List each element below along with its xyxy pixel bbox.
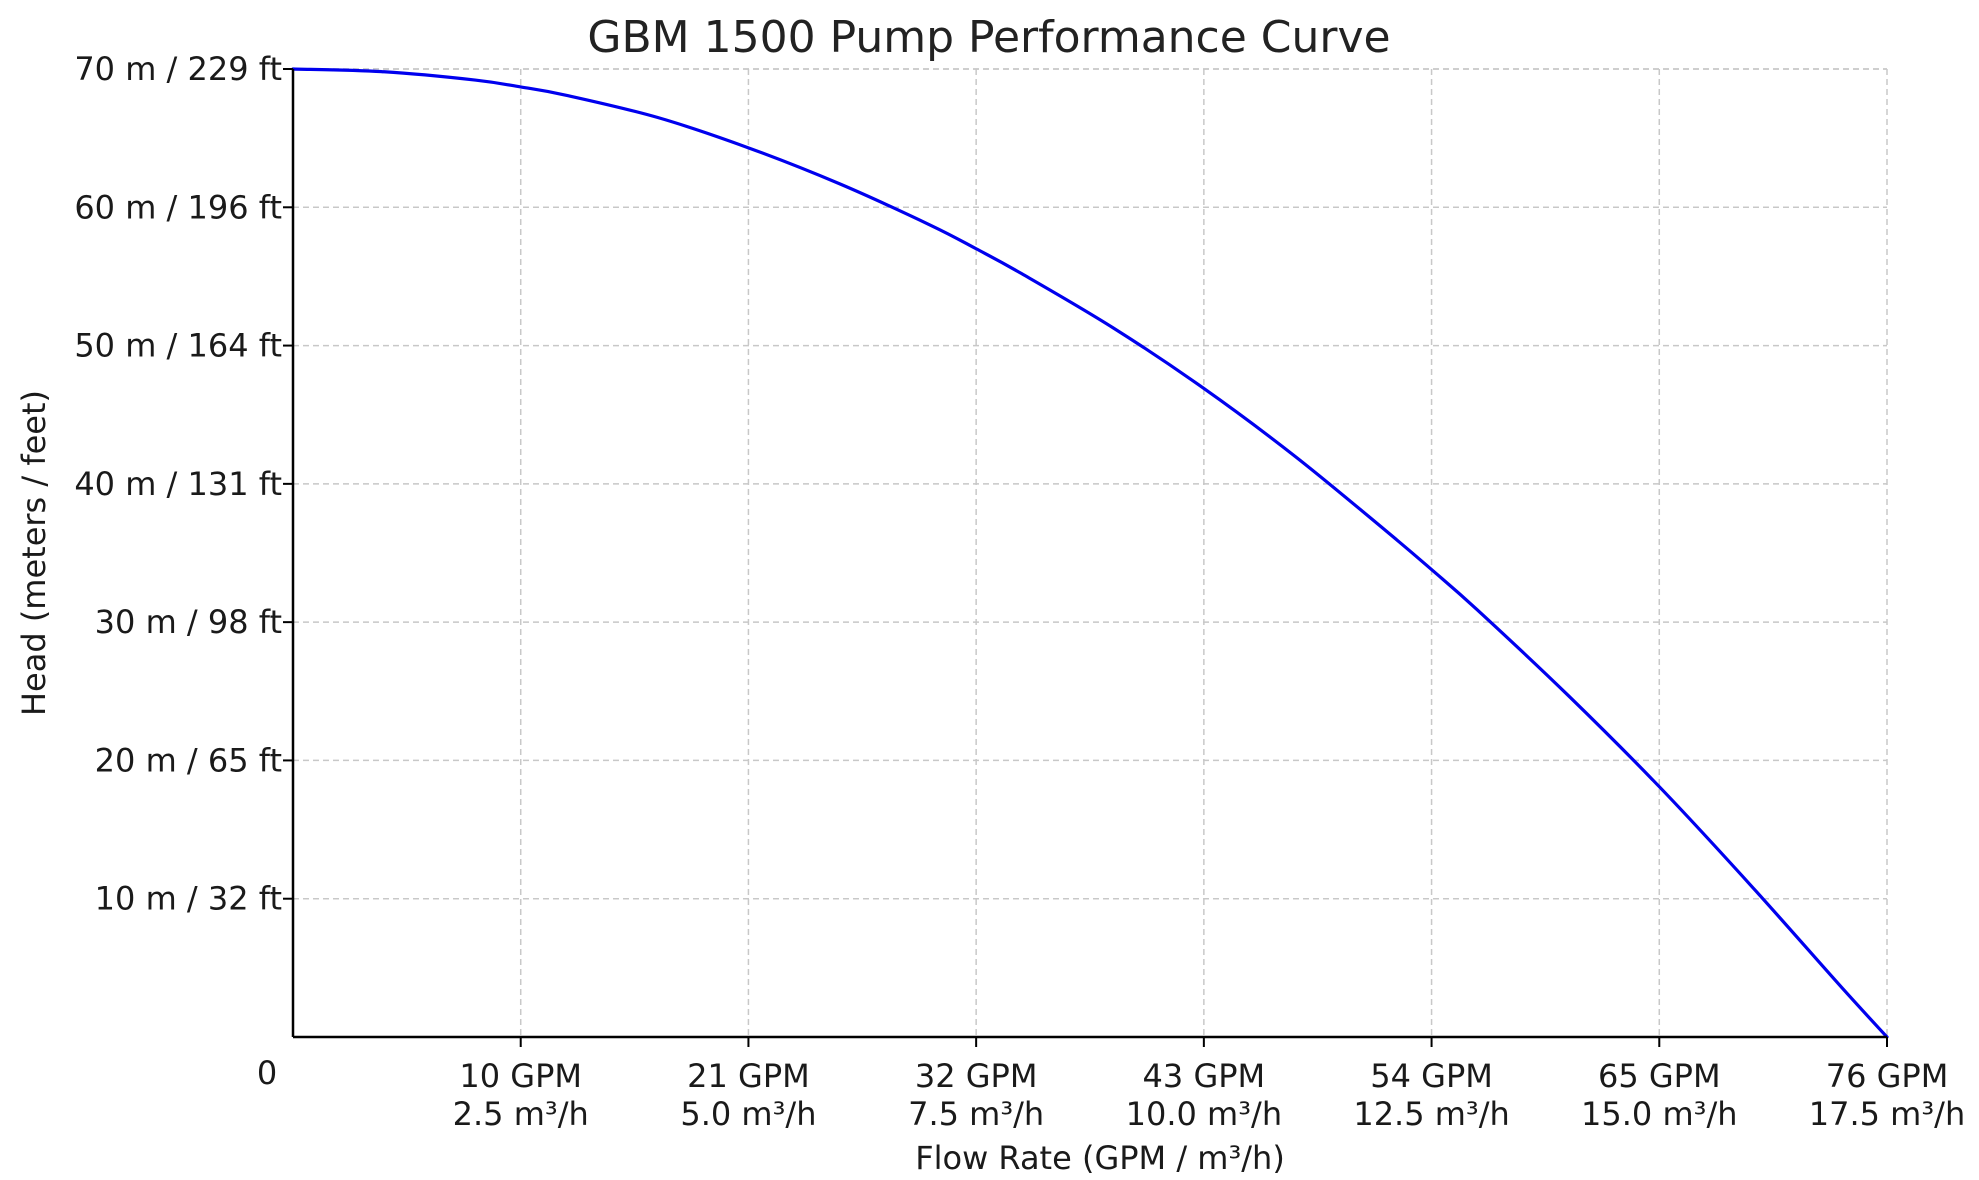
y-tick-label: 70 m / 229 ft <box>74 50 282 88</box>
axes <box>291 69 1887 1039</box>
x-tick-label-m3h: 15.0 m³/h <box>1581 1095 1737 1133</box>
y-axis-label: Head (meters / feet) <box>15 390 53 716</box>
x-tick-label-m3h: 2.5 m³/h <box>453 1095 589 1133</box>
y-tick-label: 40 m / 131 ft <box>74 465 282 503</box>
x-tick-label-m3h: 7.5 m³/h <box>908 1095 1044 1133</box>
curve-layer <box>291 67 1889 1039</box>
y-tick-label: 30 m / 98 ft <box>95 603 282 641</box>
tick-labels: 10 m / 32 ft 20 m / 65 ft 30 m / 98 ft 40 m… <box>74 50 1965 1133</box>
x-tick-label-gpm: 21 GPM <box>687 1057 810 1095</box>
x-tick-label-m3h: 17.5 m³/h <box>1809 1095 1965 1133</box>
x-tick-label-gpm: 43 GPM <box>1143 1057 1266 1095</box>
grid-lines <box>293 68 1888 1037</box>
chart-title: GBM 1500 Pump Performance Curve <box>587 12 1390 63</box>
y-tick-label: 20 m / 65 ft <box>95 741 282 779</box>
x-tick-label-gpm: 76 GPM <box>1826 1057 1949 1095</box>
x-tick-label-m3h: 5.0 m³/h <box>680 1095 816 1133</box>
y-tick-label: 50 m / 164 ft <box>74 327 282 365</box>
x-tick-label-gpm: 65 GPM <box>1598 1057 1721 1095</box>
x-tick-label-gpm: 32 GPM <box>915 1057 1038 1095</box>
x-tick-label-gpm: 10 GPM <box>459 1057 582 1095</box>
y-tick-label: 10 m / 32 ft <box>95 880 282 918</box>
x-tick-label-m3h: 12.5 m³/h <box>1353 1095 1509 1133</box>
x-tick-label-gpm: 54 GPM <box>1370 1057 1493 1095</box>
x-tick-label-m3h: 10.0 m³/h <box>1126 1095 1282 1133</box>
x-axis-label: Flow Rate (GPM / m³/h) <box>915 1139 1285 1177</box>
pump-curve-line <box>291 67 1889 1039</box>
origin-label: 0 <box>257 1054 277 1092</box>
y-tick-label: 60 m / 196 ft <box>74 188 282 226</box>
